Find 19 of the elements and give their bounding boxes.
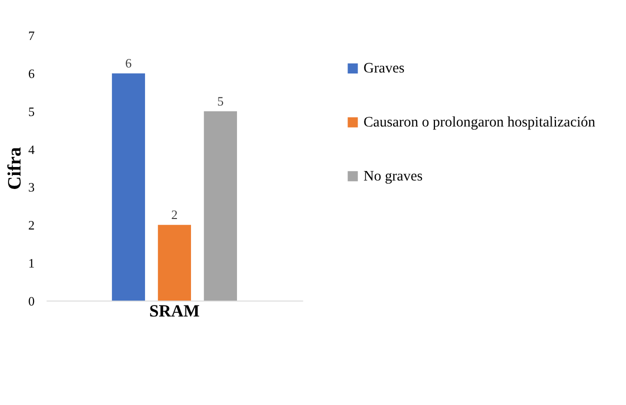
y-tick-label: 6 — [28, 67, 36, 82]
data-label: 2 — [171, 208, 178, 222]
y-tick-label: 5 — [28, 104, 35, 119]
y-axis-title: Cifra — [4, 146, 26, 190]
y-tick-label: 3 — [28, 180, 35, 195]
data-label: 5 — [217, 94, 224, 108]
legend-label: Causaron o prolongaron hospitalización — [363, 114, 596, 131]
legend-label: Graves — [363, 60, 405, 77]
y-tick-label: 0 — [28, 294, 35, 308]
y-tick-label: 1 — [28, 256, 35, 270]
bar — [158, 224, 192, 301]
y-tick-label: 2 — [28, 218, 35, 233]
bar — [112, 73, 146, 301]
bar — [204, 111, 237, 301]
data-label: 6 — [125, 56, 132, 70]
x-tick-label: SRAM — [149, 301, 200, 320]
y-tick-label: 4 — [28, 142, 36, 157]
legend-label: No graves — [363, 168, 424, 184]
y-tick-label: 7 — [28, 29, 36, 44]
